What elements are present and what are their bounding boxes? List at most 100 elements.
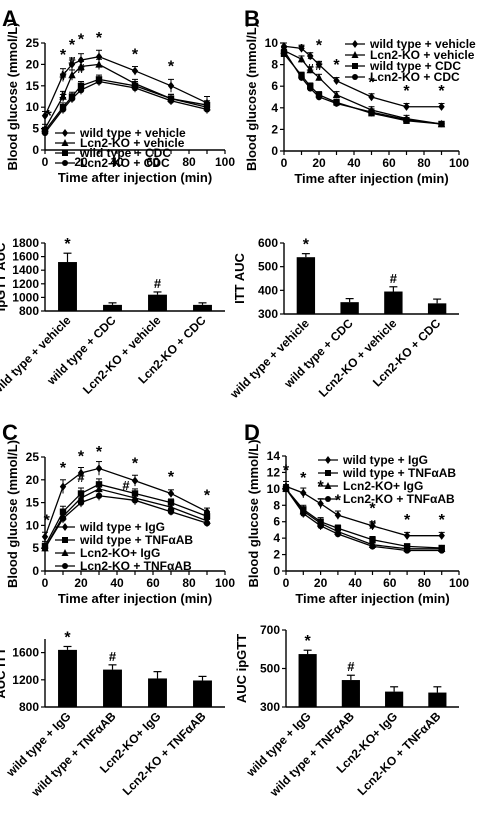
y-tick-label: 1200 xyxy=(12,673,39,687)
y-tick-label: 25 xyxy=(26,450,40,464)
y-axis-label: AUC ipGTT xyxy=(234,634,249,703)
y-tick-label: 1600 xyxy=(12,646,39,660)
significance-mark: # xyxy=(77,61,85,76)
data-point xyxy=(438,547,445,554)
category-label: Lcn2-KO + TNFαAB xyxy=(120,709,209,798)
y-axis-label: ipGTT AUC xyxy=(0,242,8,311)
data-point xyxy=(333,100,340,107)
y-tick-label: 0 xyxy=(273,564,280,578)
y-tick-label: 600 xyxy=(258,236,278,250)
y-axis-label: Blood glucose (mmol/L) xyxy=(244,23,259,171)
data-point xyxy=(333,76,340,85)
legend-marker xyxy=(62,563,68,569)
chart-c-line: 0 20 40 60 80 100 0 5 10 15 20 25 Time after injecti… xyxy=(5,440,235,606)
significance-mark: * xyxy=(78,449,85,466)
significance-mark: * xyxy=(368,74,375,91)
data-point xyxy=(369,543,376,550)
bar xyxy=(428,692,447,707)
y-tick-label: 0 xyxy=(32,564,39,578)
x-tick-label: 20 xyxy=(314,576,328,590)
y-tick-label: 10 xyxy=(26,518,40,532)
x-tick-label: 60 xyxy=(146,155,160,169)
data-point xyxy=(368,92,375,102)
x-tick-label: 0 xyxy=(42,155,49,169)
significance-mark: * xyxy=(439,512,446,529)
significance-mark: # xyxy=(315,58,323,73)
series-1 xyxy=(41,49,211,121)
y-tick-label: 15 xyxy=(26,79,40,93)
significance-mark: * xyxy=(316,38,323,55)
legend-label: wild type + CDC xyxy=(369,59,461,73)
x-tick-label: 20 xyxy=(74,155,88,169)
panel-letter-a: A xyxy=(2,6,18,31)
data-point xyxy=(298,74,305,81)
significance-mark: * xyxy=(317,478,324,495)
data-point xyxy=(300,488,307,498)
legend-label: wild type + vehicle xyxy=(79,126,186,140)
data-point xyxy=(203,513,211,520)
x-tick-label: 60 xyxy=(383,576,397,590)
y-tick-label: 800 xyxy=(19,304,39,318)
data-point xyxy=(315,60,323,69)
significance-mark: * xyxy=(168,469,175,486)
legend-label: Lcn2-KO+ IgG xyxy=(343,479,423,493)
data-point xyxy=(403,531,411,540)
y-axis-label: AUC ITT xyxy=(0,647,8,698)
legend-label: wild type + TNFαAB xyxy=(79,533,193,547)
data-point xyxy=(167,499,175,506)
data-point xyxy=(280,47,288,54)
x-tick-label: 40 xyxy=(110,155,124,169)
x-tick-label: 20 xyxy=(74,576,88,590)
y-axis-label: Blood glucose (mmol/L) xyxy=(246,439,261,587)
data-point xyxy=(59,70,67,80)
data-point xyxy=(368,108,375,116)
y-tick-label: 5 xyxy=(32,541,39,555)
legend-marker xyxy=(62,160,68,166)
category-label: Lcn2-KO + vehicle xyxy=(80,313,164,397)
significance-mark: * xyxy=(298,42,305,59)
x-tick-label: 20 xyxy=(312,156,326,170)
significance-mark: * xyxy=(305,633,312,650)
category-label: Lcn2-KO + vehicle xyxy=(316,316,400,400)
legend-marker xyxy=(62,129,68,137)
y-tick-label: 4 xyxy=(271,101,278,115)
x-axis-label: Time after injection (min) xyxy=(294,171,448,186)
y-tick-label: 15 xyxy=(26,496,40,510)
legend-marker xyxy=(61,139,69,146)
x-tick-label: 100 xyxy=(449,576,469,590)
series-4 xyxy=(282,484,445,554)
bar xyxy=(341,680,360,707)
significance-mark: # xyxy=(59,88,67,103)
y-tick-label: 1600 xyxy=(12,250,39,264)
y-tick-label: 14 xyxy=(267,449,281,463)
data-point xyxy=(403,102,410,111)
data-point xyxy=(167,508,175,515)
significance-mark: # xyxy=(390,271,398,286)
y-tick-label: 1800 xyxy=(12,236,39,250)
bar xyxy=(340,302,359,314)
panel-letter-d: D xyxy=(244,420,260,445)
data-point xyxy=(95,78,103,85)
category-label: Lcn2-KO + TNFαAB xyxy=(355,709,444,798)
bar xyxy=(58,649,77,707)
data-point xyxy=(167,81,175,90)
x-tick-label: 100 xyxy=(215,155,235,169)
x-tick-label: 60 xyxy=(146,576,160,590)
y-tick-label: 8 xyxy=(273,498,280,512)
legend-label: Lcn2-KO + TNFαAB xyxy=(80,559,192,573)
y-tick-label: 6 xyxy=(271,79,278,93)
data-point xyxy=(167,489,175,498)
bar xyxy=(298,654,317,707)
category-label: wild type + TNFαAB xyxy=(28,709,119,800)
x-tick-label: 100 xyxy=(449,156,469,170)
y-axis-label: Blood glucose (mmol/L) xyxy=(5,22,20,170)
significance-mark: * xyxy=(69,37,76,54)
x-tick-label: 40 xyxy=(347,156,361,170)
data-point xyxy=(59,92,67,100)
significance-mark: * xyxy=(60,47,67,64)
data-point xyxy=(95,464,103,473)
